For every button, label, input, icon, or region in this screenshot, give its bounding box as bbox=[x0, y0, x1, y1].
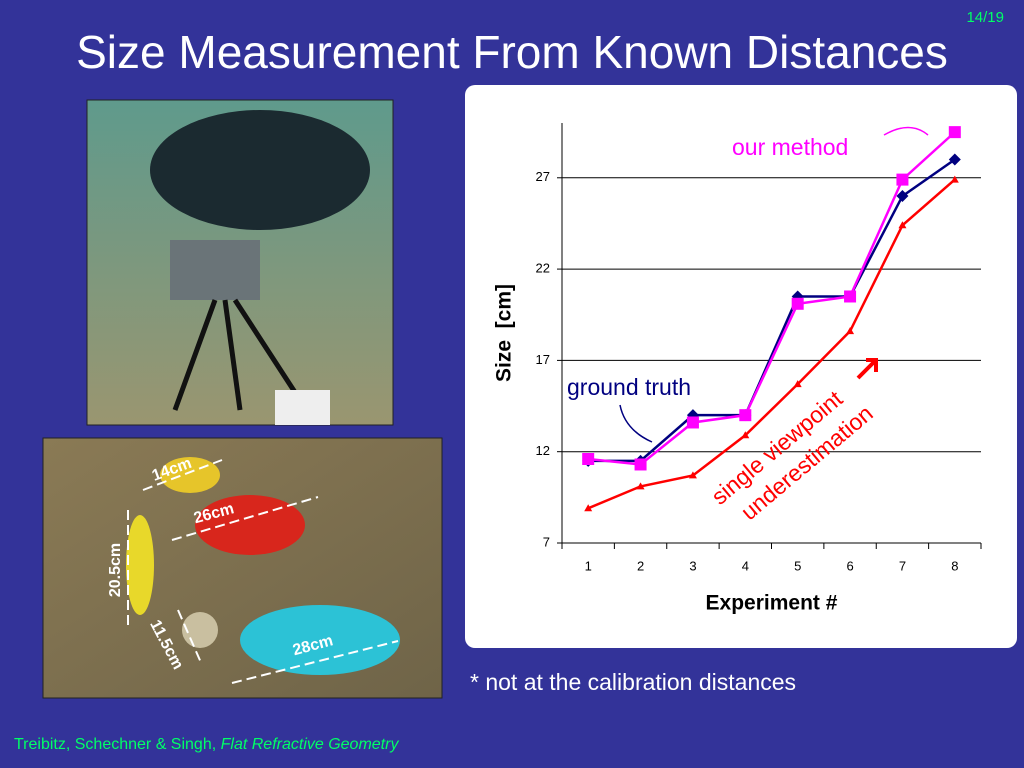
marker bbox=[582, 453, 595, 465]
series-line bbox=[588, 131, 956, 466]
checkerboard bbox=[275, 390, 330, 425]
marker bbox=[584, 504, 593, 512]
marker bbox=[793, 380, 802, 388]
page-number: 14/19 bbox=[966, 9, 1004, 26]
y-tick-label: 17 bbox=[536, 352, 550, 367]
x-tick-label: 8 bbox=[951, 558, 958, 573]
annotation: our method bbox=[732, 134, 848, 160]
marker bbox=[634, 458, 647, 471]
marker bbox=[844, 290, 857, 303]
series-line bbox=[588, 158, 956, 463]
x-tick-label: 1 bbox=[585, 558, 592, 573]
x-tick-label: 4 bbox=[742, 558, 749, 573]
camera-shape bbox=[170, 240, 260, 300]
marker bbox=[950, 175, 959, 183]
x-tick-label: 3 bbox=[689, 558, 696, 573]
footer-authors: Treibitz, Schechner & Singh, bbox=[14, 736, 221, 753]
photo-label: 20.5cm bbox=[107, 543, 124, 597]
y-tick-label: 22 bbox=[536, 261, 550, 276]
marker bbox=[898, 221, 907, 229]
series-line bbox=[587, 178, 956, 510]
toy-red bbox=[195, 495, 305, 555]
marker bbox=[739, 409, 752, 422]
toy-dolphin bbox=[240, 605, 400, 675]
marker bbox=[948, 153, 961, 166]
x-tick-label: 6 bbox=[846, 558, 853, 573]
y-axis-label: Size [cm] bbox=[493, 284, 516, 382]
note: * not at the calibration distances bbox=[470, 669, 796, 695]
footer-paper: Flat Refractive Geometry bbox=[221, 736, 400, 753]
marker bbox=[636, 482, 645, 490]
diver-shape bbox=[150, 110, 370, 230]
x-tick-label: 5 bbox=[794, 558, 801, 573]
measure-arrows bbox=[127, 459, 399, 684]
marker bbox=[688, 471, 697, 479]
x-axis-label: Experiment # bbox=[706, 592, 838, 615]
y-tick-label: 12 bbox=[536, 443, 550, 458]
annotation: ground truth bbox=[567, 374, 691, 400]
marker bbox=[741, 431, 750, 439]
marker bbox=[896, 173, 909, 186]
marker bbox=[686, 416, 699, 429]
marker bbox=[791, 297, 804, 310]
x-tick-label: 7 bbox=[899, 558, 906, 573]
y-tick-label: 7 bbox=[543, 534, 550, 549]
x-tick-label: 2 bbox=[637, 558, 644, 573]
y-tick-label: 27 bbox=[536, 169, 550, 184]
chart-panel bbox=[465, 85, 1017, 648]
annotation-arrow bbox=[619, 404, 653, 443]
annotation-arrow bbox=[883, 126, 929, 136]
marker bbox=[846, 327, 855, 335]
tripod bbox=[172, 298, 303, 411]
marker bbox=[948, 126, 961, 139]
slide-title: Size Measurement From Known Distances bbox=[76, 26, 948, 78]
marker bbox=[896, 190, 909, 203]
footer: Treibitz, Schechner & Singh, Flat Refrac… bbox=[14, 736, 399, 753]
annotation-arrow bbox=[856, 358, 878, 380]
toy-fish bbox=[126, 515, 154, 615]
